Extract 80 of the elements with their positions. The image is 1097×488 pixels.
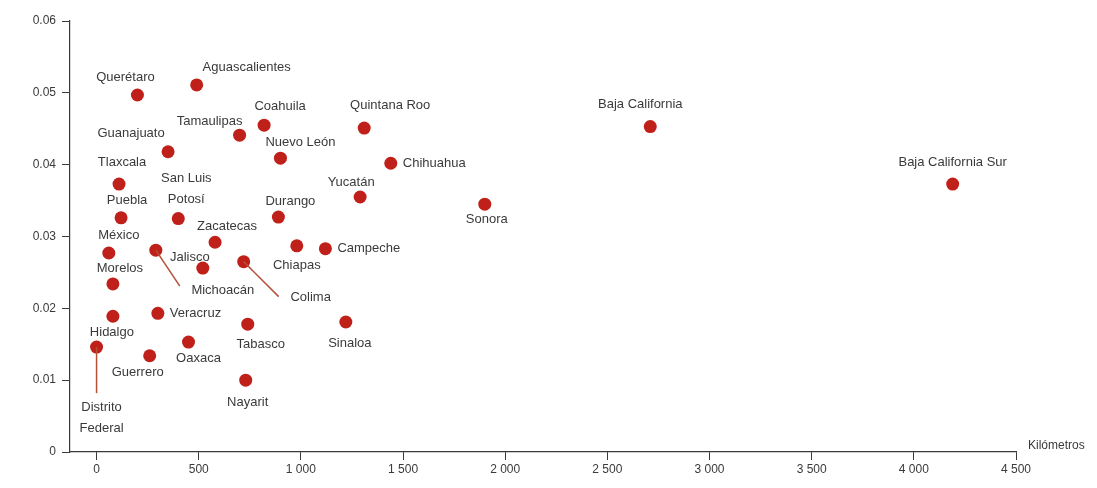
point	[233, 128, 247, 142]
point	[114, 211, 128, 225]
annotation: Jalisco	[169, 248, 210, 264]
y-tick-label: 0.03	[32, 228, 57, 243]
annotation: Sinaloa	[328, 334, 373, 350]
y-tick-label: 0.04	[32, 156, 57, 171]
annotation: Michoacán	[191, 281, 255, 297]
y-tick-label: 0	[49, 444, 57, 459]
x-tick-label: 4 000	[898, 461, 930, 476]
annotation: Coahuila	[254, 97, 307, 113]
annotation: San Luis Potosí	[160, 169, 213, 206]
annotation: Querétaro	[96, 68, 155, 84]
annotation: Oaxaca	[176, 349, 222, 365]
annotation: Nayarit	[227, 393, 269, 409]
annotation: Puebla	[106, 192, 149, 208]
annotation: Quintana Roo	[350, 96, 431, 112]
point	[257, 118, 271, 132]
point	[106, 277, 120, 291]
annotation: México	[98, 226, 140, 242]
point	[171, 212, 185, 226]
x-tick-label: 2 000	[490, 461, 521, 476]
annotation: Morelos	[96, 260, 144, 276]
point	[102, 246, 116, 260]
annotation: Nuevo León	[265, 133, 336, 149]
point	[182, 335, 196, 349]
x-tick-label: 500	[188, 461, 210, 476]
point	[151, 306, 165, 320]
point	[478, 197, 492, 211]
y-tick-label: 0.05	[32, 85, 57, 100]
point	[357, 121, 371, 135]
annotation: Chihuahua	[402, 154, 467, 170]
point	[643, 120, 657, 134]
point	[190, 78, 204, 92]
annotation: Colima	[290, 289, 332, 305]
annotation: Hidalgo	[89, 323, 134, 339]
annotation: Tabasco	[236, 335, 285, 351]
annotation: Tamaulipas	[176, 112, 243, 128]
x-tick-label: 3 000	[694, 461, 725, 476]
point	[196, 261, 210, 275]
annotation: Guerrero	[111, 364, 164, 380]
x-tick-label: 4 500	[1000, 461, 1032, 476]
x-tick-label: 0	[93, 461, 101, 476]
annotation: Baja California Sur	[898, 153, 1008, 169]
point	[130, 88, 144, 102]
point	[384, 156, 398, 170]
annotation: Zacatecas	[197, 217, 258, 233]
point	[112, 177, 126, 191]
annotation: Veracruz	[169, 304, 222, 320]
annotation: Campeche	[337, 240, 401, 256]
point	[161, 145, 175, 159]
point	[241, 317, 255, 331]
annotation: Durango	[265, 192, 316, 208]
point	[273, 151, 287, 165]
point	[271, 210, 285, 224]
x-tick-label: 1 000	[285, 461, 317, 476]
annotation: Sonora	[465, 210, 509, 226]
annotation: Distrito Federal	[79, 399, 124, 436]
point	[90, 340, 104, 354]
point	[143, 349, 157, 363]
point	[106, 309, 120, 323]
point	[353, 190, 367, 204]
annotation: Guanajuato	[97, 125, 165, 141]
y-tick-label: 0.02	[32, 300, 57, 315]
x-axis-title: Kilómetros	[1028, 438, 1085, 453]
y-tick-label: 0.01	[32, 372, 57, 387]
annotation: Baja California	[597, 96, 684, 112]
point	[339, 315, 353, 329]
y-tick-label: 0.06	[32, 13, 57, 28]
point	[946, 177, 960, 191]
point	[208, 235, 222, 249]
point	[318, 242, 332, 256]
x-tick-label: 1 500	[388, 461, 419, 476]
annotation: Yucatán	[327, 173, 375, 189]
point	[290, 239, 304, 253]
point	[239, 373, 253, 387]
annotation: Chiapas	[272, 257, 322, 273]
annotation: Tlaxcala	[97, 153, 147, 169]
annotation: Aguascalientes	[202, 58, 292, 74]
x-tick-label: 3 500	[796, 461, 828, 476]
x-tick-label: 2 500	[592, 461, 623, 476]
